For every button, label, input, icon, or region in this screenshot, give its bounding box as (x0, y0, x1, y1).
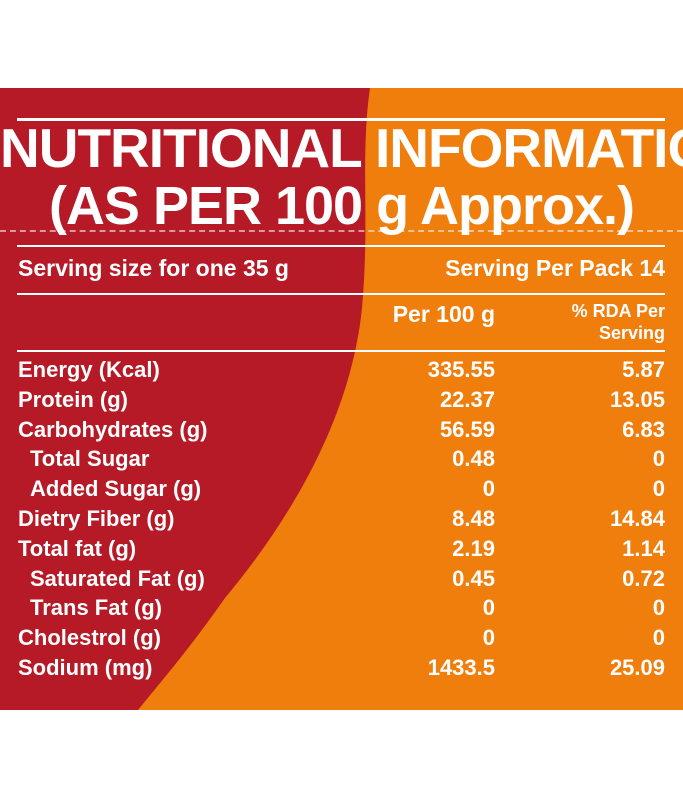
nutrient-rda-per-serving: 0 (652, 476, 665, 502)
nutrient-per-100g: 0 (482, 625, 495, 651)
serving-size: Serving size for one 35 g (18, 255, 289, 281)
nutrient-name: Carbohydrates (g) (18, 416, 208, 442)
nutrient-per-100g: 8.48 (452, 505, 495, 531)
nutrient-rda-per-serving: 13.05 (609, 386, 665, 412)
nutrient-per-100g: 0.45 (452, 565, 495, 591)
red-background-shape (0, 88, 370, 710)
nutrient-rda-per-serving: 5.87 (622, 357, 665, 382)
nutrient-per-100g: 22.37 (439, 386, 495, 412)
title-line-1: NUTRITIONAL INFORMATION (0, 117, 683, 179)
nutrient-per-100g: 2.19 (452, 535, 495, 561)
nutrient-rda-per-serving: 1.14 (622, 535, 665, 561)
nutrient-rda-per-serving: 0 (652, 446, 665, 472)
nutrient-name: Total fat (g) (18, 535, 137, 561)
serving-per-pack: Serving Per Pack 14 (445, 255, 665, 281)
column-header-per-100g: Per 100 g (392, 301, 495, 327)
label-content: NUTRITIONAL INFORMATION (AS PER 100 g Ap… (0, 88, 683, 710)
nutrient-per-100g: 0 (482, 476, 495, 502)
nutrient-row: Protein (g) 22.37 13.05 (0, 385, 683, 415)
nutrient-row: Cholestrol (g) 0 0 (0, 623, 683, 653)
nutrient-per-100g: 0.48 (452, 446, 495, 472)
serving-top-rule (17, 245, 665, 247)
nutrient-row: Dietry Fiber (g) 8.48 14.84 (0, 504, 683, 534)
column-header-rda: % RDA Per Serving (571, 301, 665, 343)
nutrient-row: Saturated Fat (g) 0.45 0.72 (0, 564, 683, 594)
title-line-2: (AS PER 100 g Approx.) (48, 176, 635, 236)
nutrient-per-100g: 1433.5 (427, 654, 495, 680)
nutrient-row: Carbohydrates (g) 56.59 6.83 (0, 415, 683, 445)
header-rule (17, 293, 665, 295)
nutrient-name: Total Sugar (30, 446, 150, 472)
nutrient-row: Total fat (g) 2.19 1.14 (0, 534, 683, 564)
nutrient-per-100g: 56.59 (439, 416, 495, 442)
title-dashed-divider (0, 230, 683, 232)
nutrient-rda-per-serving: 0 (652, 625, 665, 651)
nutrient-name: Cholestrol (g) (18, 625, 161, 651)
nutrient-name: Sodium (mg) (18, 654, 153, 680)
nutrient-rda-per-serving: 6.83 (622, 416, 665, 442)
nutrition-label-panel: NUTRITIONAL INFORMATION (AS PER 100 g Ap… (0, 88, 683, 710)
label-background (0, 88, 683, 710)
nutrient-row: Sodium (mg) 1433.5 25.09 (0, 653, 683, 683)
nutrient-rda-per-serving: 0 (652, 595, 665, 621)
nutrient-name: Trans Fat (g) (30, 595, 163, 621)
table-top-rule (17, 350, 665, 352)
nutrient-per-100g: 0 (482, 595, 495, 621)
nutrient-row: Energy (Kcal) 335.55 5.87 (0, 355, 683, 385)
nutrient-table: Energy (Kcal) 335.55 5.87 Protein (g) 22.37 1… (0, 355, 683, 683)
nutrient-name: Added Sugar (g) (30, 476, 202, 502)
nutrient-per-100g: 335.55 (427, 357, 495, 382)
nutrient-rda-per-serving: 14.84 (609, 505, 665, 531)
nutrient-name: Saturated Fat (g) (30, 565, 205, 591)
nutrient-name: Protein (g) (18, 386, 128, 412)
nutrient-row: Trans Fat (g) 0 0 (0, 593, 683, 623)
top-rule (17, 118, 665, 121)
nutrient-rda-per-serving: 0.72 (622, 565, 665, 591)
nutrient-name: Dietry Fiber (g) (18, 505, 175, 531)
nutrient-row: Added Sugar (g) 0 0 (0, 474, 683, 504)
nutrient-row: Total Sugar 0.48 0 (0, 444, 683, 474)
nutrient-name: Energy (Kcal) (18, 357, 160, 382)
nutrient-rda-per-serving: 25.09 (609, 654, 665, 680)
